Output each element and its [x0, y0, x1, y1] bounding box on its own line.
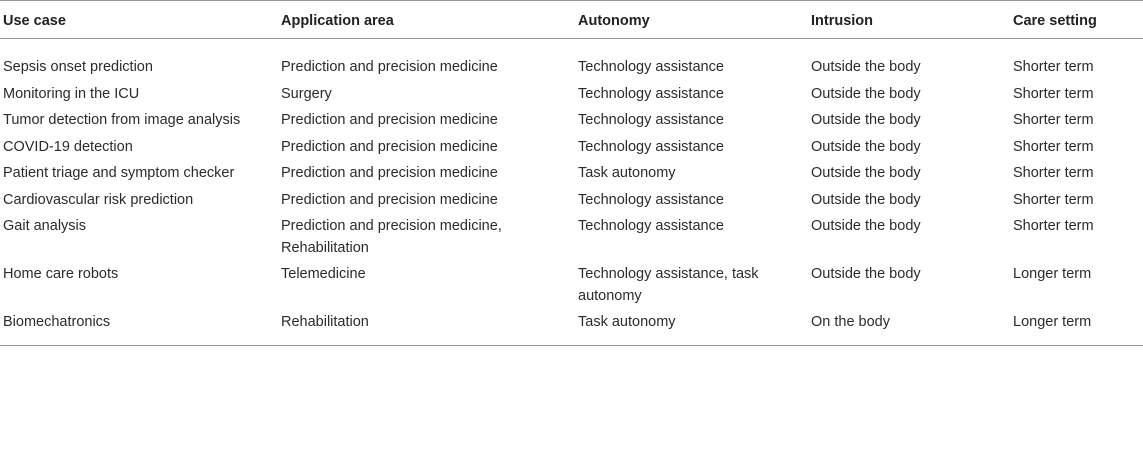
table-row: Tumor detection from image analysis Pred…: [0, 110, 1143, 137]
header-intrusion: Intrusion: [808, 0, 1010, 39]
cell-care-setting: Longer term: [1010, 312, 1143, 346]
cell-use-case: Tumor detection from image analysis: [3, 112, 241, 128]
header-row: Use case Application area Autonomy Intru…: [0, 0, 1143, 39]
cell-care-setting: Shorter term: [1013, 165, 1094, 181]
cell-care-setting: Shorter term: [1013, 218, 1094, 234]
header-autonomy: Autonomy: [575, 0, 808, 39]
cell-autonomy: Technology assistance: [578, 138, 724, 155]
cell-application-area: Prediction and precision medicine, Rehab…: [281, 218, 502, 256]
cell-intrusion: Outside the body: [811, 218, 921, 234]
cell-use-case: Biomechatronics: [0, 312, 278, 346]
cell-application-area: Surgery: [281, 85, 332, 102]
table-row: Patient triage and symptom checker Predi…: [0, 163, 1143, 190]
table-row: Home care robots Telemedicine Technology…: [0, 264, 1143, 312]
cell-intrusion: Outside the body: [811, 112, 921, 128]
cell-intrusion: Outside the body: [811, 59, 921, 75]
cell-use-case: Monitoring in the ICU: [3, 85, 140, 102]
cell-intrusion: Outside the body: [811, 85, 921, 102]
cell-application-area: Prediction and precision medicine: [281, 138, 498, 155]
cell-use-case: Home care robots: [3, 266, 119, 282]
cell-care-setting: Shorter term: [1013, 85, 1094, 102]
cell-care-setting: Shorter term: [1013, 112, 1094, 128]
table-row: Biomechatronics Rehabilitation Task auto…: [0, 312, 1143, 346]
cell-application-area: Rehabilitation: [278, 312, 575, 346]
cell-autonomy: Technology assistance, task autonomy: [578, 266, 759, 304]
cell-intrusion: Outside the body: [811, 191, 921, 208]
cell-intrusion: Outside the body: [811, 138, 921, 155]
cell-intrusion: Outside the body: [811, 266, 921, 282]
cell-autonomy: Technology assistance: [578, 218, 724, 234]
table-row: Sepsis onset prediction Prediction and p…: [0, 39, 1143, 84]
cell-use-case: Gait analysis: [3, 218, 87, 234]
use-case-table: Use case Application area Autonomy Intru…: [0, 0, 1143, 346]
cell-use-case: Cardiovascular risk prediction: [3, 191, 194, 208]
cell-autonomy: Technology assistance: [578, 59, 724, 75]
table-row: Gait analysis Prediction and precision m…: [0, 216, 1143, 264]
cell-care-setting: Shorter term: [1013, 191, 1094, 208]
table-header: Use case Application area Autonomy Intru…: [0, 0, 1143, 39]
cell-use-case: COVID-19 detection: [3, 138, 133, 155]
table-row: Cardiovascular risk prediction Predictio…: [0, 190, 1143, 217]
cell-care-setting: Shorter term: [1013, 138, 1094, 155]
header-use-case: Use case: [0, 0, 278, 39]
cell-care-setting: Longer term: [1013, 266, 1092, 282]
cell-application-area: Prediction and precision medicine: [281, 165, 498, 181]
header-care-setting: Care setting: [1010, 0, 1143, 39]
header-application-area: Application area: [278, 0, 575, 39]
cell-application-area: Prediction and precision medicine: [281, 191, 498, 208]
table-row: COVID-19 detection Prediction and precis…: [0, 137, 1143, 164]
cell-application-area: Prediction and precision medicine: [281, 112, 498, 128]
cell-use-case: Sepsis onset prediction: [3, 59, 153, 75]
cell-use-case: Patient triage and symptom checker: [3, 165, 235, 181]
cell-application-area: Telemedicine: [281, 266, 366, 282]
table-row: Monitoring in the ICU Surgery Technology…: [0, 84, 1143, 111]
cell-autonomy: Technology assistance: [578, 85, 724, 102]
cell-autonomy: Task autonomy: [578, 165, 676, 181]
table-body: Sepsis onset prediction Prediction and p…: [0, 39, 1143, 346]
cell-care-setting: Shorter term: [1013, 59, 1094, 75]
cell-application-area: Prediction and precision medicine: [281, 59, 498, 75]
cell-autonomy: Technology assistance: [578, 191, 724, 208]
cell-intrusion: On the body: [808, 312, 1010, 346]
cell-autonomy: Technology assistance: [578, 112, 724, 128]
cell-autonomy: Task autonomy: [575, 312, 808, 346]
cell-intrusion: Outside the body: [811, 165, 921, 181]
